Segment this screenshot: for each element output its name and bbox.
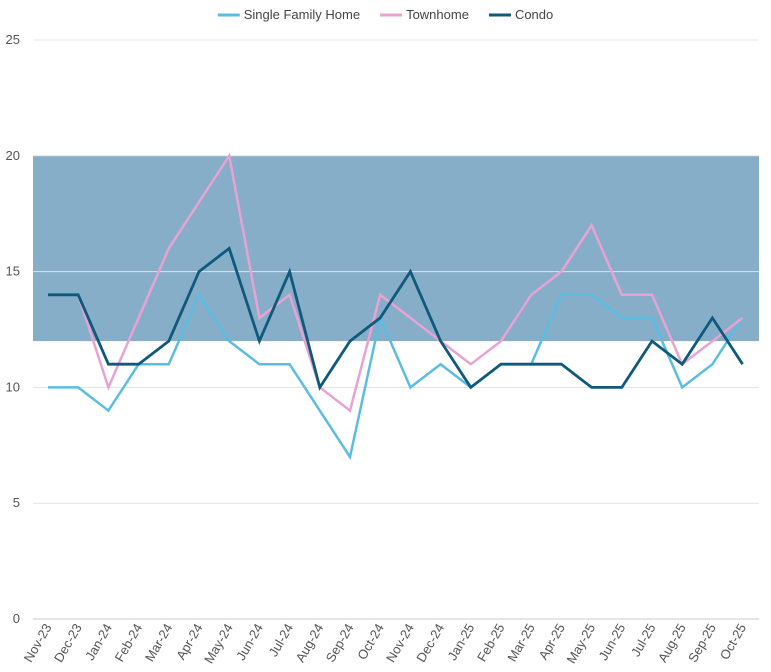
series-line-condo — [48, 246, 744, 391]
series-lines — [48, 152, 744, 461]
x-tick-label: Jun-25 — [596, 621, 629, 663]
series-line-single-family-home — [48, 292, 744, 461]
x-tick-label: Oct-24 — [354, 621, 386, 662]
y-tick-label: 15 — [6, 264, 20, 279]
legend-label: Single Family Home — [244, 7, 360, 22]
x-tick-label: May-24 — [201, 621, 236, 666]
x-tick-label: May-25 — [564, 621, 599, 666]
x-tick-label: Sep-25 — [685, 621, 719, 665]
legend: Single Family Home Townhome Condo — [217, 7, 553, 22]
x-tick-label: Oct-25 — [717, 621, 749, 662]
x-tick-label: Jan-25 — [445, 621, 478, 663]
y-tick-label: 0 — [13, 611, 20, 626]
x-tick-label: Feb-25 — [474, 621, 508, 664]
x-tick-label: Aug-25 — [655, 621, 689, 665]
x-tick-label: Jan-24 — [82, 621, 115, 663]
x-tick-label: Dec-23 — [51, 621, 85, 665]
x-tick-label: Nov-23 — [21, 621, 55, 665]
legend-label: Condo — [515, 7, 553, 22]
target-range-band — [33, 155, 759, 342]
x-tick-label: Nov-24 — [383, 621, 417, 665]
x-tick-label: Apr-24 — [173, 621, 206, 662]
gridlines — [33, 39, 759, 620]
x-tick-label: Mar-25 — [504, 621, 538, 664]
x-axis: Nov-23Dec-23Jan-24Feb-24Mar-24Apr-24May-… — [21, 621, 750, 666]
y-axis: 0 5 10 15 20 25 — [6, 32, 20, 626]
y-tick-label: 5 — [13, 495, 20, 510]
x-tick-label: Jun-24 — [233, 621, 266, 663]
x-tick-label: Jul-24 — [265, 621, 296, 659]
x-tick-label: Sep-24 — [323, 621, 357, 665]
x-tick-label: Jul-25 — [628, 621, 659, 659]
band-rect — [33, 155, 759, 342]
x-tick-label: Dec-24 — [413, 621, 447, 665]
y-tick-label: 20 — [6, 148, 20, 163]
x-tick-label: Mar-24 — [142, 621, 176, 664]
x-tick-label: Apr-25 — [535, 621, 568, 662]
x-tick-label: Aug-24 — [292, 621, 326, 665]
y-tick-label: 25 — [6, 32, 20, 47]
y-tick-label: 10 — [6, 379, 20, 394]
series-line-townhome — [48, 152, 744, 413]
x-tick-label: Feb-24 — [112, 621, 146, 664]
legend-label: Townhome — [406, 7, 469, 22]
